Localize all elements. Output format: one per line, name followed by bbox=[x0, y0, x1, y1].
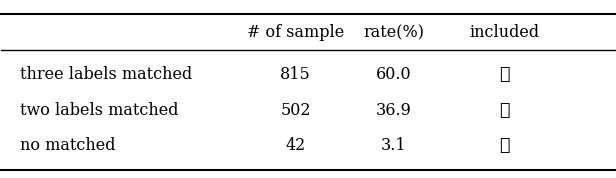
Text: 60.0: 60.0 bbox=[376, 66, 411, 83]
Text: 815: 815 bbox=[280, 66, 311, 83]
Text: # of sample: # of sample bbox=[247, 24, 344, 41]
Text: 36.9: 36.9 bbox=[376, 101, 411, 119]
Text: ✓: ✓ bbox=[499, 66, 509, 83]
Text: ✓: ✓ bbox=[499, 101, 509, 119]
Text: 3.1: 3.1 bbox=[381, 137, 407, 154]
Text: two labels matched: two labels matched bbox=[20, 101, 178, 119]
Text: no matched: no matched bbox=[20, 137, 115, 154]
Text: 42: 42 bbox=[286, 137, 306, 154]
Text: 502: 502 bbox=[280, 101, 311, 119]
Text: three labels matched: three labels matched bbox=[20, 66, 192, 83]
Text: included: included bbox=[469, 24, 539, 41]
Text: ✗: ✗ bbox=[499, 137, 509, 154]
Text: rate(%): rate(%) bbox=[363, 24, 424, 41]
